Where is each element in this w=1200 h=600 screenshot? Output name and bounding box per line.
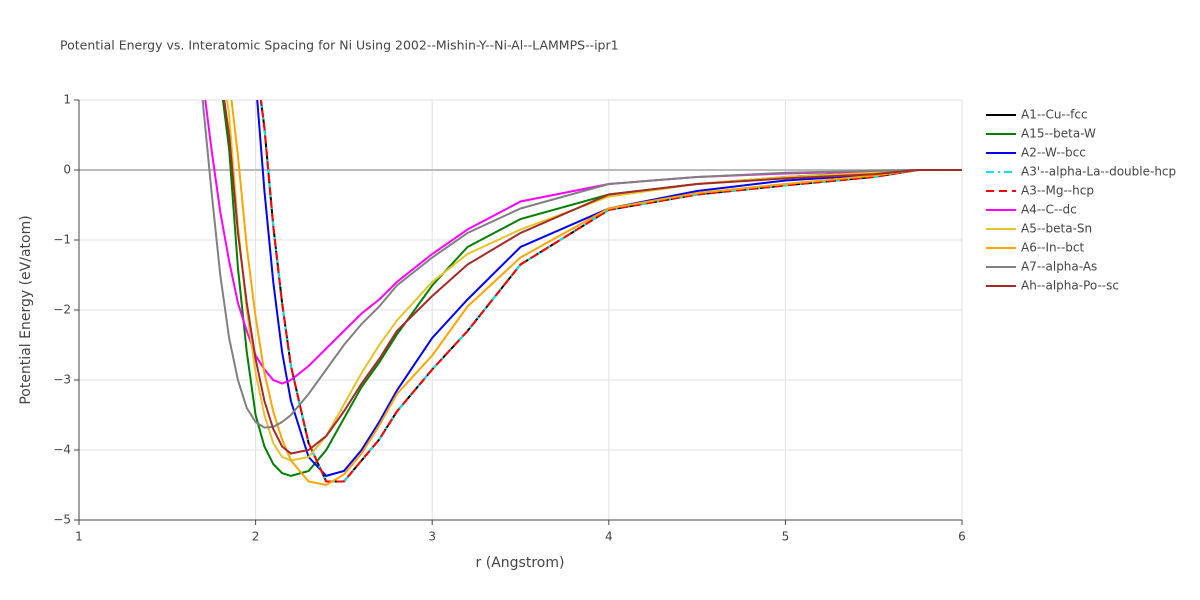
chart-title: Potential Energy vs. Interatomic Spacing… — [60, 38, 619, 53]
legend-label: A1--Cu--fcc — [1021, 108, 1088, 122]
legend-label: A3--Mg--hcp — [1021, 184, 1094, 198]
y-tick-label: 0 — [63, 163, 71, 177]
series-line — [259, 100, 962, 483]
legend-label: A5--beta-Sn — [1021, 222, 1092, 236]
x-axis-label: r (Angstrom) — [476, 555, 565, 571]
series-line — [259, 100, 962, 483]
series-line — [223, 100, 962, 455]
series-line — [204, 100, 962, 385]
y-tick-label: −2 — [53, 303, 71, 317]
y-tick-label: −4 — [53, 443, 71, 457]
grid: 1 2 3 4 5 6 −5 −4 −3 −2 −1 0 1 — [53, 93, 966, 544]
x-tick-label: 1 — [75, 530, 83, 544]
x-tick-label: 2 — [252, 530, 260, 544]
legend-label: A2--W--bcc — [1021, 146, 1086, 160]
legend-label: A3'--alpha-La--double-hcp — [1021, 165, 1176, 179]
plot-area — [201, 100, 962, 487]
y-tick-label: −3 — [53, 373, 71, 387]
series-line — [256, 100, 962, 478]
y-tick-label: −5 — [53, 513, 71, 527]
y-axis-label: Potential Energy (eV/atom) — [18, 215, 34, 404]
x-tick-label: 3 — [428, 530, 436, 544]
series-line — [201, 100, 962, 429]
x-tick-label: 4 — [605, 530, 613, 544]
legend-label: A6--In--bct — [1021, 241, 1085, 255]
legend: A1--Cu--fcc A15--beta-W A2--W--bcc A3'--alp… — [986, 108, 1176, 293]
legend-label: Ah--alpha-Po--sc — [1021, 279, 1119, 293]
legend-label: A4--C--dc — [1021, 203, 1077, 217]
series-line — [221, 100, 962, 477]
y-tick-label: 1 — [63, 93, 71, 107]
series-line — [230, 100, 962, 487]
series-line — [225, 100, 962, 462]
x-tick-label: 5 — [782, 530, 790, 544]
y-tick-label: −1 — [53, 233, 71, 247]
legend-label: A15--beta-W — [1021, 127, 1096, 141]
x-tick-label: 6 — [958, 530, 966, 544]
legend-label: A7--alpha-As — [1021, 260, 1097, 274]
